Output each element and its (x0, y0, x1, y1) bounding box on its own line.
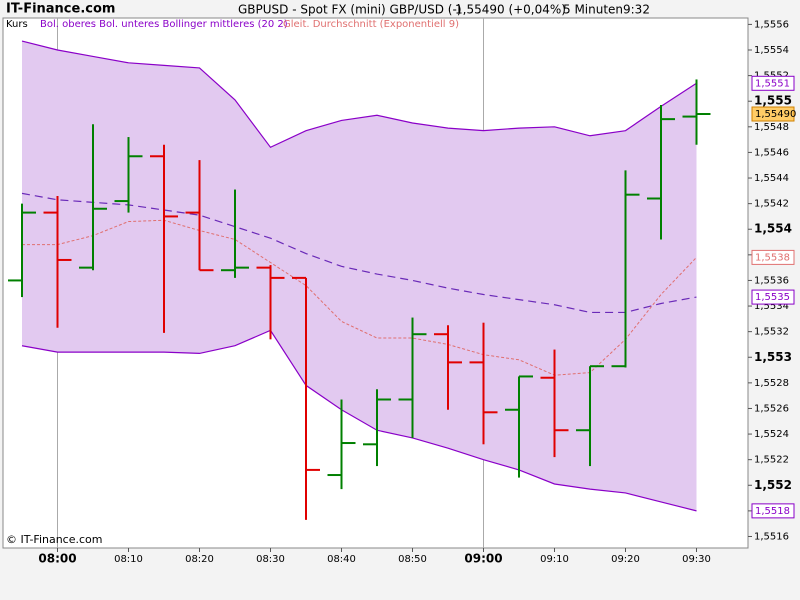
bollinger-lower (21, 329, 697, 512)
watermark: © IT-Finance.com (6, 533, 103, 546)
last-value-label: 1,5518 (755, 506, 790, 517)
legend-ema: Gleit. Durchschnitt (Exponentiell 9) (283, 19, 459, 30)
y-tick-label: 1,5544 (754, 173, 789, 184)
ema-line (22, 219, 697, 376)
y-tick-label: 1,5528 (754, 378, 789, 389)
y-tick-label: 1,5516 (754, 531, 789, 542)
y-tick-label: 1,5536 (754, 275, 789, 286)
x-tick-label: 09:20 (611, 554, 640, 565)
y-tick-label: 1,5548 (754, 122, 789, 133)
bollinger-upper (21, 40, 697, 149)
bollinger-middle (21, 192, 697, 314)
y-tick-label: 1,555 (754, 94, 792, 108)
last-value-label: 1,5551 (755, 78, 790, 89)
last-value-box (751, 289, 795, 305)
x-tick-label: 08:50 (398, 554, 427, 565)
last-value-box (751, 106, 795, 122)
plot-layer (8, 18, 711, 548)
bollinger-band (22, 41, 697, 511)
time: 9:32 (623, 3, 650, 17)
x-tick-label: 08:10 (114, 554, 143, 565)
legend-price: Kurs (6, 19, 28, 30)
x-tick-label: 08:30 (256, 554, 285, 565)
legend-bollinger: Bol. oberes Bol. unteres Bollinger mittl… (40, 19, 288, 30)
x-tick-label: 09:00 (464, 552, 502, 566)
x-tick-label: 09:10 (540, 554, 569, 565)
interval: 5 Minuten (563, 3, 623, 17)
y-tick-label: 1,553 (754, 350, 792, 364)
last-value-label: 1,55490 (755, 109, 796, 120)
y-tick-label: 1,5554 (754, 45, 789, 56)
chart-title: GBPUSD - Spot FX (mini) GBP/USD (-) (238, 3, 462, 17)
y-tick-label: 1,5532 (754, 327, 789, 338)
last-value-label: 1,5538 (755, 252, 790, 263)
y-tick-label: 1,5546 (754, 147, 789, 158)
last-quote: 1,55490 (+0,04%) (455, 3, 566, 17)
x-tick-label: 08:20 (185, 554, 214, 565)
y-tick-label: 1,552 (754, 478, 792, 492)
last-value-box (751, 503, 795, 519)
y-tick-label: 1,5526 (754, 403, 789, 414)
y-tick-label: 1,5522 (754, 455, 789, 466)
brand: IT-Finance.com (6, 2, 115, 17)
last-value-box (751, 75, 795, 91)
y-tick-label: 1,554 (754, 222, 792, 236)
x-tick-label: 08:40 (327, 554, 356, 565)
y-tick-label: 1,5524 (754, 429, 789, 440)
y-tick-label: 1,5534 (754, 301, 789, 312)
x-tick-label: 09:30 (682, 554, 711, 565)
last-value-label: 1,5535 (755, 292, 790, 303)
last-value-box (751, 249, 795, 265)
y-tick-label: 1,5542 (754, 199, 789, 210)
x-tick-label: 08:00 (38, 552, 76, 566)
y-tick-label: 1,5556 (754, 19, 789, 30)
